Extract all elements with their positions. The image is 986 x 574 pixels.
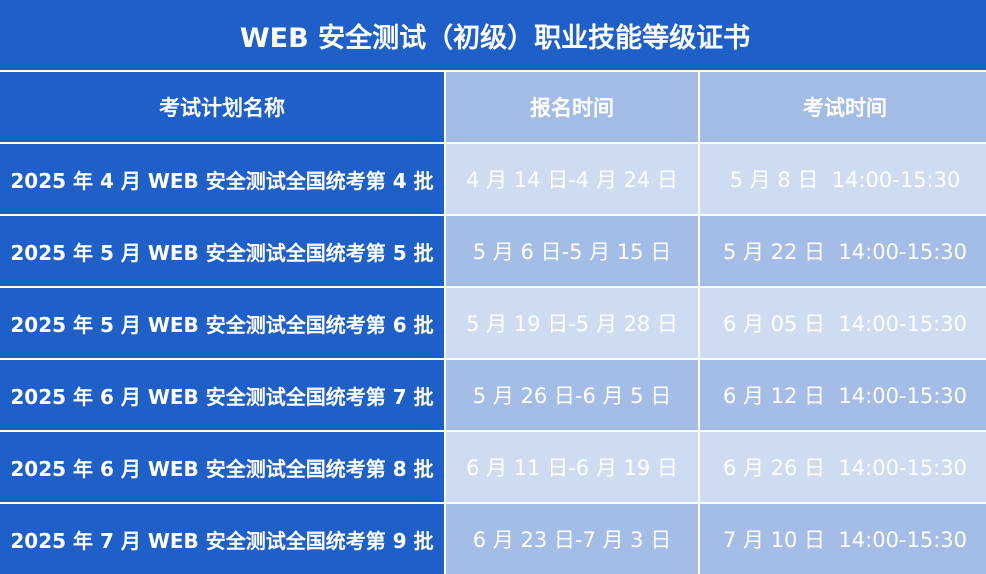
- table-title: WEB 安全测试（初级）职业技能等级证书: [0, 0, 986, 70]
- registration-time-cell: 4 月 14 日-4 月 24 日: [446, 144, 698, 214]
- registration-time-cell: 6 月 23 日-7 月 3 日: [446, 504, 698, 574]
- exam-time-cell: 5 月 8 日 14:00-15:30: [700, 144, 986, 214]
- plan-name-cell: 2025 年 6 月 WEB 安全测试全国统考第 8 批: [0, 432, 444, 502]
- exam-time-cell: 5 月 22 日 14:00-15:30: [700, 216, 986, 286]
- registration-time-cell: 5 月 6 日-5 月 15 日: [446, 216, 698, 286]
- header-exam-time: 考试时间: [700, 72, 986, 142]
- plan-name-cell: 2025 年 5 月 WEB 安全测试全国统考第 5 批: [0, 216, 444, 286]
- registration-time-cell: 5 月 19 日-5 月 28 日: [446, 288, 698, 358]
- exam-time-cell: 6 月 12 日 14:00-15:30: [700, 360, 986, 430]
- exam-time-cell: 6 月 05 日 14:00-15:30: [700, 288, 986, 358]
- plan-name-cell: 2025 年 6 月 WEB 安全测试全国统考第 7 批: [0, 360, 444, 430]
- plan-name-cell: 2025 年 7 月 WEB 安全测试全国统考第 9 批: [0, 504, 444, 574]
- registration-time-cell: 6 月 11 日-6 月 19 日: [446, 432, 698, 502]
- plan-name-cell: 2025 年 4 月 WEB 安全测试全国统考第 4 批: [0, 144, 444, 214]
- header-registration-time: 报名时间: [446, 72, 698, 142]
- registration-time-cell: 5 月 26 日-6 月 5 日: [446, 360, 698, 430]
- exam-time-cell: 7 月 10 日 14:00-15:30: [700, 504, 986, 574]
- header-plan-name: 考试计划名称: [0, 72, 444, 142]
- plan-name-cell: 2025 年 5 月 WEB 安全测试全国统考第 6 批: [0, 288, 444, 358]
- exam-time-cell: 6 月 26 日 14:00-15:30: [700, 432, 986, 502]
